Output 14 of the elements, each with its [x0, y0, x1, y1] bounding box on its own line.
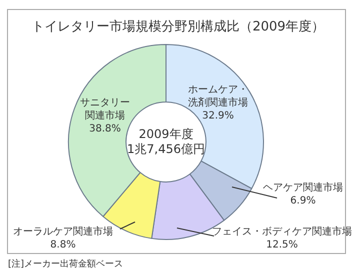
slice-label: ホームケア・洗剤関連市場	[188, 84, 248, 109]
text: 2009年度	[138, 127, 194, 142]
text: [注]メーカー出荷金額ベース	[8, 258, 124, 270]
slice-label: オーラルケア関連市場	[13, 226, 113, 238]
slice-label: フェイス・ボディケア関連市場	[212, 226, 352, 238]
data-label: 8.8%	[50, 240, 76, 251]
data-label: 38.8%	[89, 124, 121, 135]
data-label: 6.9%	[290, 196, 316, 207]
slice-label: ヘアケア関連市場	[263, 182, 343, 194]
text: 1兆7,456億円	[127, 142, 205, 156]
slice-label: サニタリー関連市場	[80, 98, 130, 122]
chart-title: トイレタリー市場規模分野別構成比（2009年度）	[31, 18, 325, 34]
data-label: 32.9%	[202, 110, 234, 122]
data-label: 12.5%	[266, 240, 298, 251]
